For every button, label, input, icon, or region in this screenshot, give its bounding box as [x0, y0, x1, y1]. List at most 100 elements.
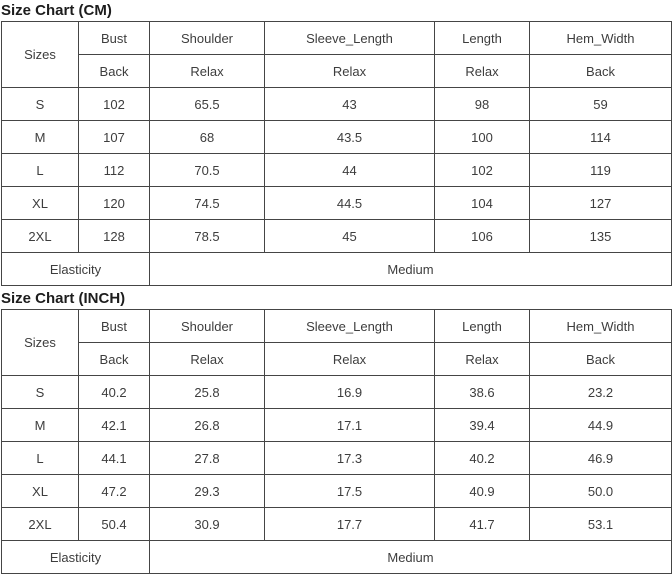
cm-header-row-2: Back Relax Relax Relax Back	[2, 54, 672, 88]
table-row: 2XL 50.4 30.9 17.7 41.7 53.1	[1, 507, 672, 541]
size-chart-cm-table: Sizes Bust Shoulder Sleeve_Length Length…	[1, 21, 672, 286]
value-cell: 112	[78, 153, 150, 187]
size-cell: M	[1, 408, 79, 442]
value-cell: 44.9	[529, 408, 672, 442]
value-cell: 50.0	[529, 474, 672, 508]
size-cell: 2XL	[1, 507, 79, 541]
table-row: XL 47.2 29.3 17.5 40.9 50.0	[1, 474, 672, 508]
value-cell: 47.2	[78, 474, 150, 508]
value-cell: 17.3	[264, 441, 435, 475]
size-cell: XL	[1, 186, 79, 220]
size-cell: XL	[1, 474, 79, 508]
inch-header-shoulder: Shoulder	[149, 309, 265, 343]
value-cell: 78.5	[149, 219, 265, 253]
value-cell: 46.9	[529, 441, 672, 475]
value-cell: 53.1	[529, 507, 672, 541]
table-row: S 40.2 25.8 16.9 38.6 23.2	[1, 375, 672, 409]
elasticity-row: Elasticity Medium	[1, 252, 672, 286]
elasticity-label: Elasticity	[1, 252, 150, 286]
size-cell: 2XL	[1, 219, 79, 253]
inch-subheader-back: Back	[78, 342, 150, 376]
inch-subheader-relax: Relax	[149, 342, 265, 376]
value-cell: 42.1	[78, 408, 150, 442]
size-chart-cm-title: Size Chart (CM)	[1, 2, 112, 19]
inch-subheader-relax: Relax	[434, 342, 530, 376]
value-cell: 23.2	[529, 375, 672, 409]
value-cell: 41.7	[434, 507, 530, 541]
value-cell: 44	[264, 153, 435, 187]
inch-header-row-2: Back Relax Relax Relax Back	[2, 342, 672, 376]
value-cell: 107	[78, 120, 150, 154]
table-row: M 42.1 26.8 17.1 39.4 44.9	[1, 408, 672, 442]
value-cell: 65.5	[149, 87, 265, 121]
cm-header-row-1: Sizes Bust Shoulder Sleeve_Length Length…	[1, 21, 672, 88]
value-cell: 106	[434, 219, 530, 253]
size-chart-inch-title: Size Chart (INCH)	[1, 290, 126, 307]
elasticity-value: Medium	[149, 540, 672, 574]
value-cell: 17.1	[264, 408, 435, 442]
value-cell: 119	[529, 153, 672, 187]
value-cell: 40.9	[434, 474, 530, 508]
cm-header-length: Length	[434, 21, 530, 55]
value-cell: 17.7	[264, 507, 435, 541]
table-row: XL 120 74.5 44.5 104 127	[1, 186, 672, 220]
table-row: 2XL 128 78.5 45 106 135	[1, 219, 672, 253]
cm-subheader-relax: Relax	[434, 54, 530, 88]
value-cell: 40.2	[434, 441, 530, 475]
value-cell: 43.5	[264, 120, 435, 154]
value-cell: 104	[434, 186, 530, 220]
value-cell: 44.1	[78, 441, 150, 475]
value-cell: 40.2	[78, 375, 150, 409]
value-cell: 39.4	[434, 408, 530, 442]
value-cell: 135	[529, 219, 672, 253]
table-row: S 102 65.5 43 98 59	[1, 87, 672, 121]
value-cell: 68	[149, 120, 265, 154]
value-cell: 100	[434, 120, 530, 154]
size-cell: S	[1, 375, 79, 409]
value-cell: 127	[529, 186, 672, 220]
value-cell: 114	[529, 120, 672, 154]
size-cell: L	[1, 153, 79, 187]
elasticity-value: Medium	[149, 252, 672, 286]
table-row: L 44.1 27.8 17.3 40.2 46.9	[1, 441, 672, 475]
table-row: L 112 70.5 44 102 119	[1, 153, 672, 187]
cm-header-bust: Bust	[78, 21, 150, 55]
value-cell: 43	[264, 87, 435, 121]
elasticity-label: Elasticity	[1, 540, 150, 574]
cm-subheader-relax: Relax	[264, 54, 435, 88]
inch-header-length: Length	[434, 309, 530, 343]
value-cell: 50.4	[78, 507, 150, 541]
value-cell: 70.5	[149, 153, 265, 187]
value-cell: 120	[78, 186, 150, 220]
size-cell: M	[1, 120, 79, 154]
cm-subheader-relax: Relax	[149, 54, 265, 88]
inch-header-hem-width: Hem_Width	[529, 309, 672, 343]
value-cell: 29.3	[149, 474, 265, 508]
inch-header-row-1: Sizes Bust Shoulder Sleeve_Length Length…	[1, 309, 672, 376]
value-cell: 102	[434, 153, 530, 187]
size-chart-inch-table: Sizes Bust Shoulder Sleeve_Length Length…	[1, 309, 672, 574]
value-cell: 16.9	[264, 375, 435, 409]
inch-subheader-back: Back	[529, 342, 672, 376]
value-cell: 44.5	[264, 186, 435, 220]
cm-subheader-back: Back	[78, 54, 150, 88]
inch-subheader-relax: Relax	[264, 342, 435, 376]
table-row: M 107 68 43.5 100 114	[1, 120, 672, 154]
cm-header-shoulder: Shoulder	[149, 21, 265, 55]
inch-header-sizes: Sizes	[1, 309, 79, 376]
value-cell: 26.8	[149, 408, 265, 442]
cm-header-sleeve-length: Sleeve_Length	[264, 21, 435, 55]
value-cell: 74.5	[149, 186, 265, 220]
size-cell: L	[1, 441, 79, 475]
value-cell: 45	[264, 219, 435, 253]
value-cell: 98	[434, 87, 530, 121]
value-cell: 102	[78, 87, 150, 121]
value-cell: 30.9	[149, 507, 265, 541]
cm-header-hem-width: Hem_Width	[529, 21, 672, 55]
value-cell: 27.8	[149, 441, 265, 475]
value-cell: 128	[78, 219, 150, 253]
value-cell: 17.5	[264, 474, 435, 508]
inch-header-sleeve-length: Sleeve_Length	[264, 309, 435, 343]
value-cell: 38.6	[434, 375, 530, 409]
value-cell: 25.8	[149, 375, 265, 409]
